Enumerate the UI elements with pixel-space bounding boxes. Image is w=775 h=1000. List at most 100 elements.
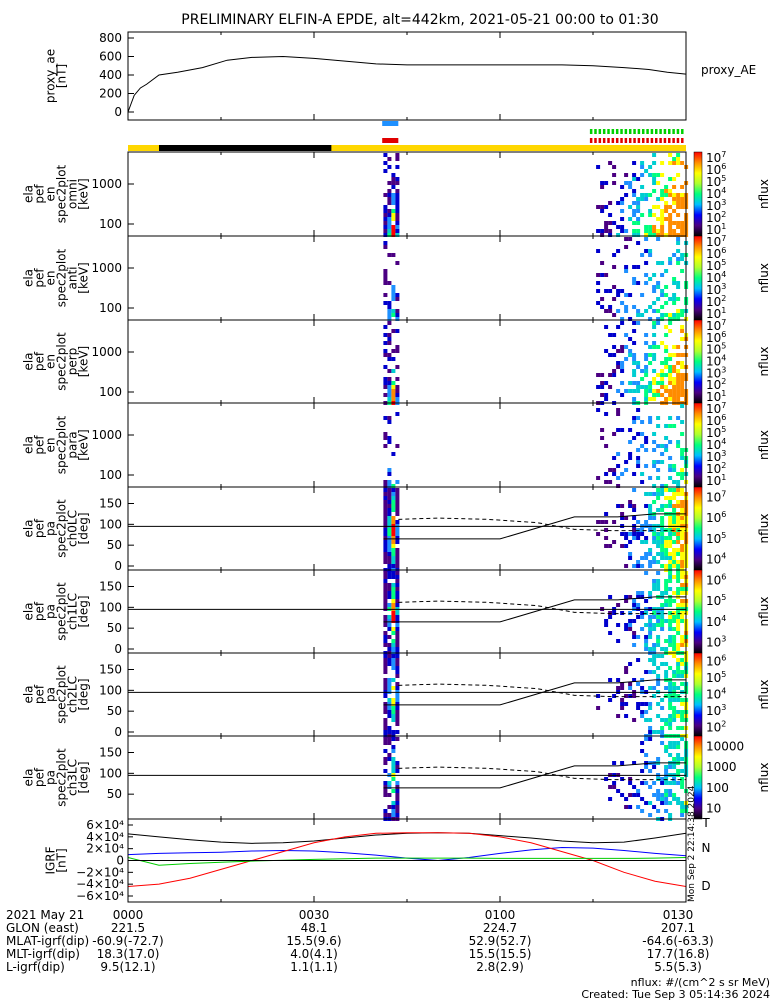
red-interval-tick bbox=[672, 138, 675, 143]
spectrogram-cell bbox=[391, 229, 396, 233]
spectrogram-cell bbox=[656, 793, 661, 797]
spectrogram-cell bbox=[612, 781, 617, 785]
y-axis-label: ela bbox=[22, 685, 36, 703]
spectrogram-cell bbox=[676, 670, 681, 674]
spectrogram-cell bbox=[383, 560, 388, 564]
spectrogram-cell bbox=[668, 189, 673, 193]
spectrogram-cell bbox=[632, 369, 637, 373]
spectrogram-cell bbox=[624, 333, 629, 337]
spectrogram-cell bbox=[395, 297, 400, 301]
spectrogram-cell bbox=[636, 389, 641, 393]
spectrogram-cell bbox=[395, 591, 400, 595]
spectrogram-cell bbox=[383, 245, 388, 249]
spectrogram-cell bbox=[664, 293, 669, 297]
spectrogram-cell bbox=[668, 225, 673, 229]
spectrogram-cell bbox=[604, 289, 609, 293]
spectrogram-cell bbox=[644, 536, 649, 540]
spectrogram-cell bbox=[596, 694, 601, 698]
spectrogram-cell bbox=[387, 654, 392, 658]
red-interval-tick bbox=[620, 138, 623, 143]
spectrogram-cell bbox=[395, 710, 400, 714]
spectrogram-cell bbox=[395, 488, 400, 492]
spectrogram-cell bbox=[668, 389, 673, 393]
spectrogram-cell bbox=[652, 500, 657, 504]
spectrogram-cell bbox=[383, 496, 388, 500]
spectrogram-cell bbox=[395, 480, 400, 484]
spectrogram-cell bbox=[676, 241, 681, 245]
spectrogram-cell bbox=[644, 393, 649, 397]
panel-frame bbox=[127, 151, 687, 237]
spectrogram-cell bbox=[616, 249, 621, 253]
spectrogram-cell bbox=[648, 420, 653, 424]
spectrogram-cell bbox=[660, 488, 665, 492]
colorbar-label: nflux bbox=[757, 430, 771, 460]
spectrogram-cell bbox=[640, 611, 645, 615]
spectrogram-cell bbox=[391, 765, 396, 769]
spectrogram-cell bbox=[616, 233, 621, 237]
spectrogram-cell bbox=[628, 440, 633, 444]
spectrogram-cell bbox=[660, 801, 665, 805]
proxy-ae-legend: proxy_AE bbox=[701, 63, 756, 77]
spectrogram-cell bbox=[391, 201, 396, 205]
spectrogram-cell bbox=[383, 508, 388, 512]
x-annotation-value: 0030 bbox=[299, 908, 330, 922]
spectrogram-cell bbox=[648, 560, 653, 564]
green-interval-tick bbox=[655, 129, 658, 134]
spectrogram-cell bbox=[648, 548, 653, 552]
spectrogram-cell bbox=[672, 682, 677, 686]
spectrogram-cell bbox=[628, 504, 633, 508]
green-interval-tick bbox=[615, 129, 619, 134]
y-axis-label: [deg] bbox=[77, 596, 91, 628]
spectrogram-cell bbox=[632, 603, 637, 607]
spectrogram-cell bbox=[632, 508, 637, 512]
spectrogram-cell bbox=[636, 205, 641, 209]
spectrogram-cell bbox=[668, 714, 673, 718]
spectrogram-cell bbox=[664, 365, 669, 369]
spectrogram-cell bbox=[676, 797, 681, 801]
spectrogram-cell bbox=[608, 229, 613, 233]
spectrogram-cell bbox=[391, 389, 396, 393]
spectrogram-cell bbox=[395, 698, 400, 702]
spectrogram-cell bbox=[680, 269, 685, 273]
spectrogram-cell bbox=[387, 714, 392, 718]
spectrogram-cell bbox=[620, 686, 625, 690]
spectrogram-cell bbox=[652, 285, 657, 289]
spectrogram-cell bbox=[664, 397, 669, 401]
spectrogram-cell bbox=[624, 357, 629, 361]
spectrogram-cell bbox=[387, 233, 392, 237]
spectrogram-cell bbox=[644, 249, 649, 253]
spectrogram-cell bbox=[664, 444, 669, 448]
spectrogram-cell bbox=[383, 595, 388, 599]
spectrogram-cell bbox=[680, 468, 685, 472]
spectrogram-cell bbox=[391, 285, 396, 289]
spectrogram-cell bbox=[680, 325, 685, 329]
spectrogram-cell bbox=[672, 532, 677, 536]
spectrogram-cell bbox=[616, 325, 621, 329]
spectrogram-cell bbox=[391, 540, 396, 544]
spectrogram-cell bbox=[680, 809, 685, 813]
green-interval-tick bbox=[594, 129, 597, 134]
spectrogram-cell bbox=[644, 552, 649, 556]
spectrogram-cell bbox=[668, 571, 673, 575]
green-interval-tick bbox=[659, 129, 662, 134]
y-axis-label: en bbox=[44, 187, 58, 202]
spectrogram-cell bbox=[660, 520, 665, 524]
spectrogram-cell bbox=[628, 556, 633, 560]
spectrogram-cell bbox=[387, 623, 392, 627]
spectrogram-cell bbox=[668, 496, 673, 500]
spectrogram-cell bbox=[600, 385, 605, 389]
spectrogram-cell bbox=[668, 702, 673, 706]
spectrogram-cell bbox=[680, 329, 685, 333]
spectrogram-cell bbox=[680, 161, 685, 165]
spectrogram-cell bbox=[668, 686, 673, 690]
spectrogram-cell bbox=[644, 373, 649, 377]
spectrogram-cell bbox=[624, 309, 629, 313]
spectrogram-cell bbox=[636, 682, 641, 686]
spectrogram-cell bbox=[664, 436, 669, 440]
spectrogram-cell bbox=[656, 217, 661, 221]
spectrogram-cell bbox=[628, 777, 633, 781]
spectrogram-cell bbox=[600, 436, 605, 440]
spectrogram-cell bbox=[636, 177, 641, 181]
spectrogram-cell bbox=[383, 193, 388, 197]
y-tick-label: 0 bbox=[114, 559, 122, 573]
